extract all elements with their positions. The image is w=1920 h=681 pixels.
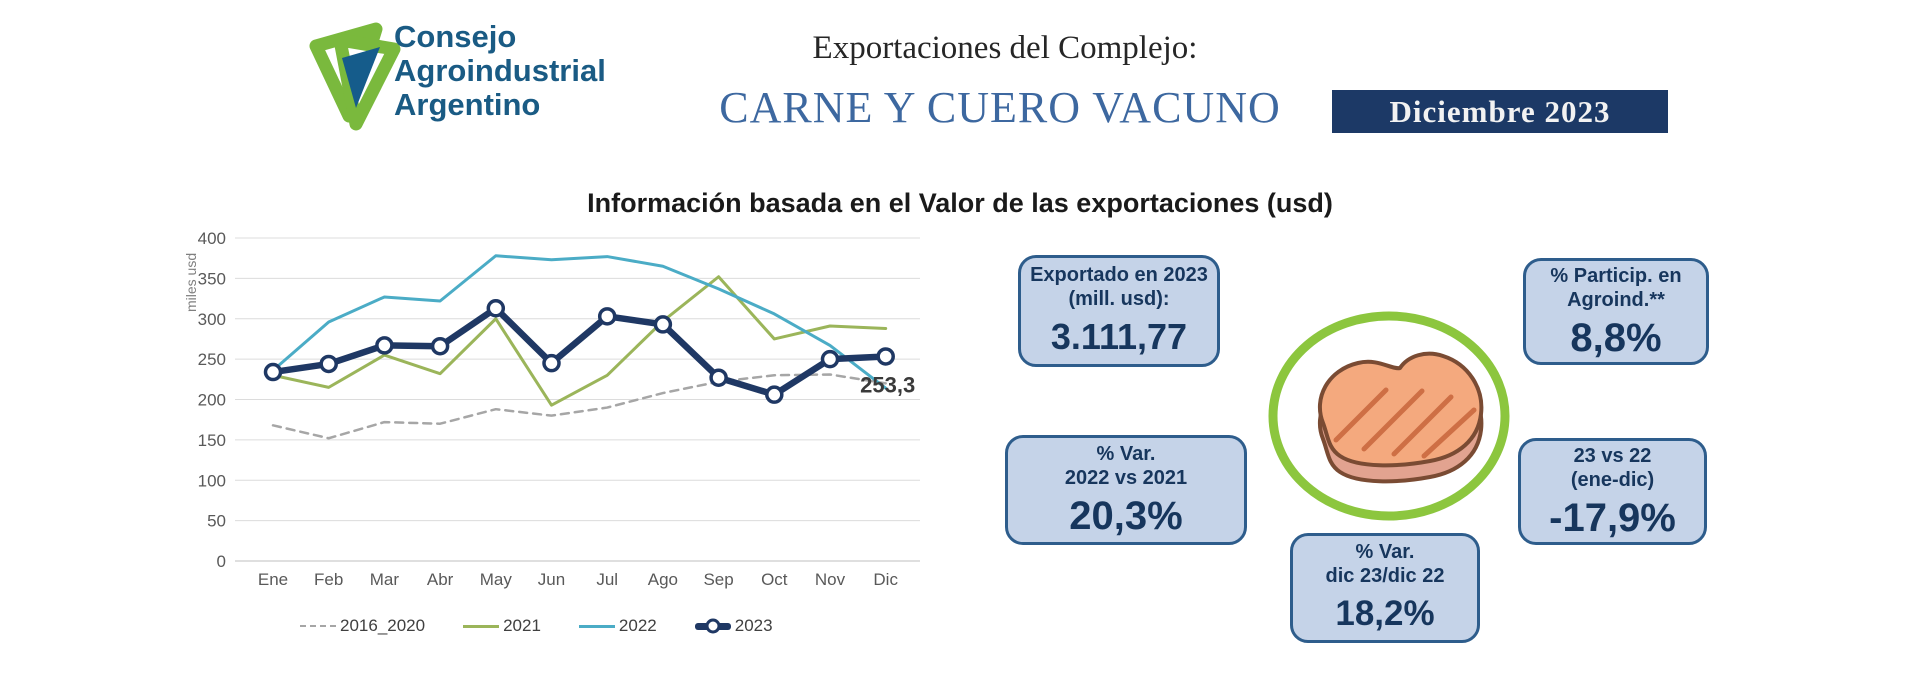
series-line-2022 <box>271 254 888 390</box>
marker-2023-Abr <box>430 336 450 356</box>
y-tick-100: 100 <box>198 471 226 490</box>
stat-box-var-dic23-dic22: % Var. dic 23/dic 22 18,2% <box>1290 533 1480 643</box>
chart-legend: 2016_2020 2021 2022 2023 <box>300 616 773 636</box>
period-badge: Diciembre 2023 <box>1332 90 1668 133</box>
marker-2023-Jul <box>597 307 617 326</box>
consejo-agroindustrial-logo-icon <box>309 22 401 131</box>
y-tick-200: 200 <box>198 391 226 410</box>
x-tick-Ene: Ene <box>258 570 288 589</box>
y-tick-350: 350 <box>198 269 226 288</box>
stat-box-particip-agroind: % Particip. en Agroind.** 8,8% <box>1523 258 1709 365</box>
marker-2023-May <box>486 299 506 318</box>
x-tick-Dic: Dic <box>873 570 898 589</box>
stat-value: 8,8% <box>1570 315 1662 360</box>
legend-label-2016_2020: 2016_2020 <box>340 616 426 635</box>
logo-line-3: Argentino <box>394 87 541 122</box>
series-line-2016_2020 <box>271 373 887 440</box>
logo-line-2: Agroindustrial <box>394 53 606 88</box>
exports-line-chart: 0 50 100 150 200 250 300 350 400 Ene Feb Mar Abr May J… <box>183 230 920 589</box>
x-tick-Jul: Jul <box>596 570 618 589</box>
marker-2023-Ago <box>653 315 673 334</box>
marker-2023-Oct <box>765 385 784 404</box>
stat-label: % Var. dic 23/dic 22 <box>1325 541 1445 587</box>
x-tick-Jun: Jun <box>538 570 565 589</box>
x-tick-Abr: Abr <box>427 570 454 589</box>
x-tick-Ago: Ago <box>648 570 678 589</box>
stat-value: -17,9% <box>1549 495 1676 540</box>
stat-label: 23 vs 22 (ene-dic) <box>1570 444 1655 491</box>
legend-item-2022: 2022 <box>578 616 657 636</box>
y-tick-150: 150 <box>198 431 226 450</box>
logo-wordmark: Consejo Agroindustrial Argentino <box>394 20 606 122</box>
y-tick-50: 50 <box>207 512 226 531</box>
page-title-prefix: Exportaciones del Complejo: <box>812 30 1198 66</box>
x-tick-Mar: Mar <box>370 570 400 589</box>
stat-value: 3.111,77 <box>1050 316 1188 357</box>
x-tick-May: May <box>480 570 513 589</box>
marker-2023-Ene <box>263 362 283 382</box>
x-tick-Feb: Feb <box>314 570 343 589</box>
legend-label-2023: 2023 <box>734 616 773 635</box>
legend-label-2022: 2022 <box>618 616 657 635</box>
logo-line-1: Consejo <box>394 19 517 54</box>
y-tick-300: 300 <box>198 310 226 329</box>
page-title-main: CARNE Y CUERO VACUNO <box>719 83 1281 132</box>
legend-item-2023: 2023 <box>694 616 773 636</box>
series-line-2021 <box>271 275 888 407</box>
marker-2023-Feb <box>319 354 338 374</box>
marker-2023-Mar <box>375 336 394 355</box>
marker-2023-Jun <box>542 353 561 373</box>
x-tick-Sep: Sep <box>703 570 733 589</box>
y-tick-250: 250 <box>198 350 226 369</box>
steak-icon <box>1268 311 1510 521</box>
legend-swatch-2021 <box>463 624 500 628</box>
stat-box-exportado-2023: Exportado en 2023 (mill. usd): 3.111,77 <box>1018 255 1220 367</box>
stat-value: 18,2% <box>1335 594 1435 633</box>
x-tick-Nov: Nov <box>815 570 846 589</box>
stat-label: % Particip. en Agroind.** <box>1550 264 1682 311</box>
y-tick-400: 400 <box>198 230 226 248</box>
data-label-2023: 253,3 <box>860 372 915 397</box>
stat-label: Exportado en 2023 (mill. usd): <box>1030 264 1208 310</box>
legend-item-2016_2020: 2016_2020 <box>300 616 425 636</box>
legend-item-2021: 2021 <box>463 616 541 636</box>
x-tick-Oct: Oct <box>761 570 788 589</box>
stat-box-var-23-vs-22: 23 vs 22 (ene-dic) -17,9% <box>1518 438 1707 545</box>
legend-swatch-2023 <box>694 618 731 634</box>
marker-2023-Sep <box>709 368 728 387</box>
y-tick-0: 0 <box>217 552 226 571</box>
stat-box-var-2022-vs-2021: % Var. 2022 vs 2021 20,3% <box>1005 435 1247 545</box>
legend-swatch-2022 <box>578 624 615 628</box>
series-line-2023 <box>269 305 889 398</box>
marker-2023-Nov <box>820 349 840 369</box>
legend-marker-dot <box>705 618 721 634</box>
legend-label-2021: 2021 <box>503 616 541 635</box>
stat-value: 20,3% <box>1069 494 1183 538</box>
stat-label: % Var. 2022 vs 2021 <box>1064 443 1188 489</box>
marker-2023-Dic <box>876 347 895 366</box>
legend-swatch-2016_2020 <box>300 625 336 627</box>
y-axis-label: miles usd <box>183 253 199 312</box>
chart-title: Información basada en el Valor de las ex… <box>587 188 1333 218</box>
